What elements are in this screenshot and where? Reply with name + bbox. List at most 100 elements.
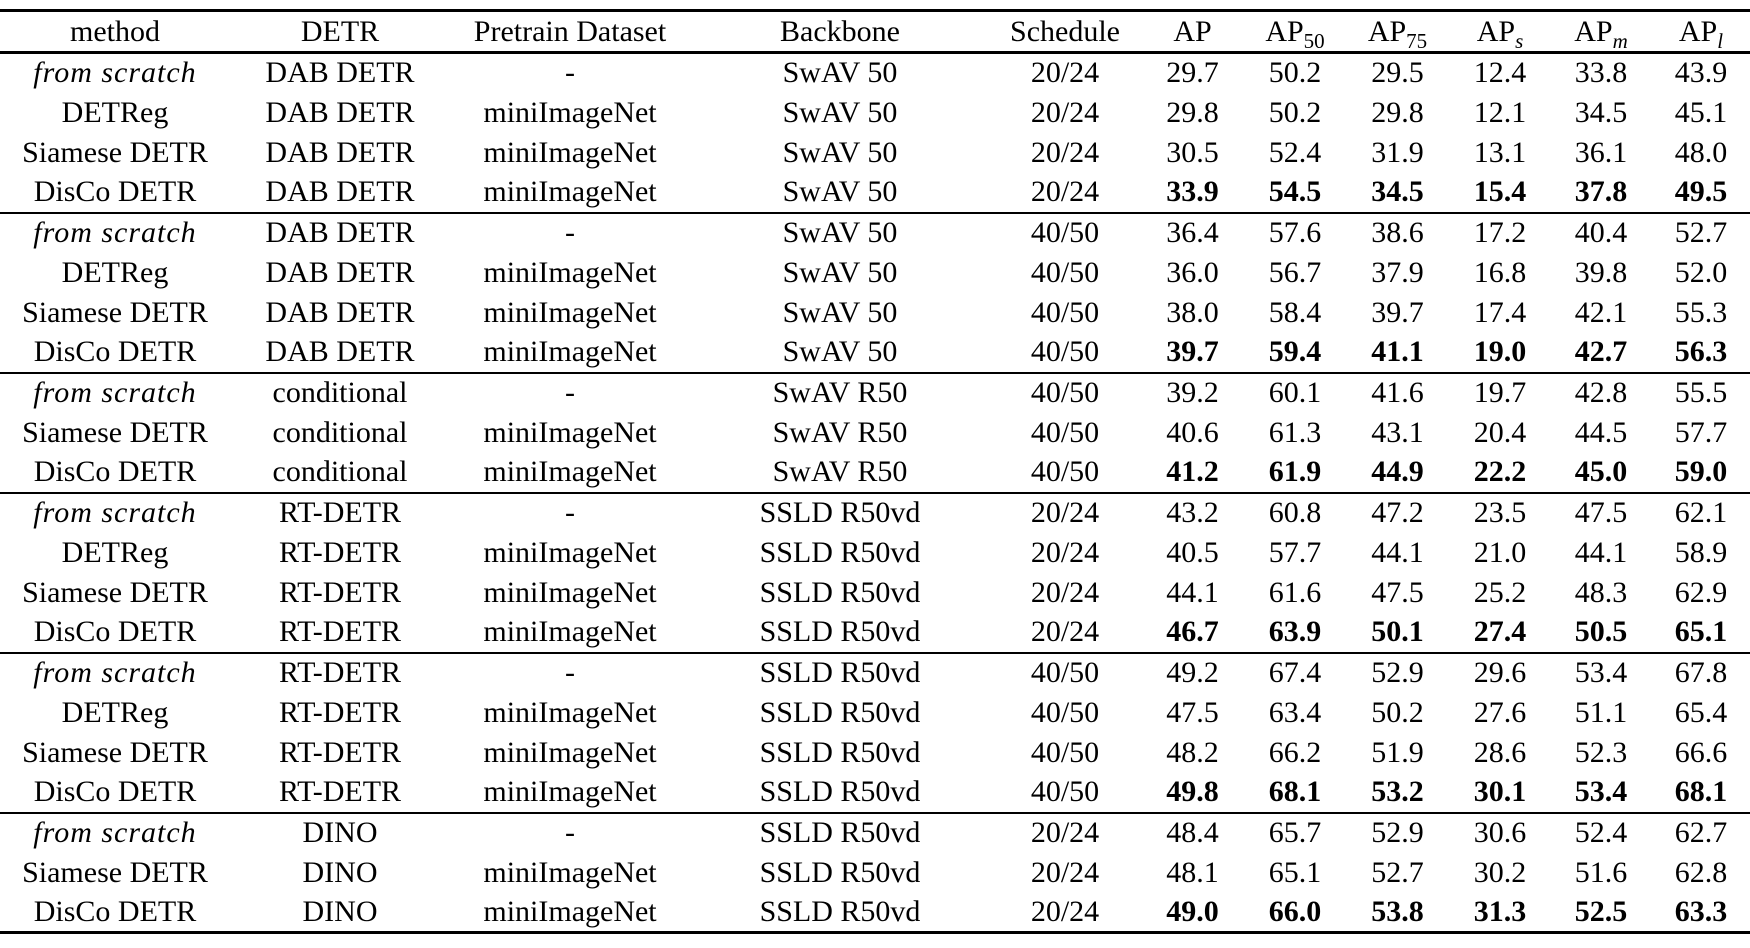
detr-cell: DINO xyxy=(230,811,450,853)
ap-value-cell: 50.1 xyxy=(1371,615,1424,648)
schedule-cell: 20/24 xyxy=(1030,56,1100,90)
pretrain-dataset-cell: miniImageNet xyxy=(483,335,657,368)
ap-value-cell: 52.3 xyxy=(1574,735,1628,769)
schedule-cell: 20/24 xyxy=(1030,175,1100,208)
table-row: from scratch conditional - SwAV R50 40/50 39.… xyxy=(0,371,1750,413)
schedule-cell: 40/50 xyxy=(1030,735,1100,769)
ap-value-cell: 19.0 xyxy=(1473,335,1527,368)
ap-value-cell: 44.1 xyxy=(1166,575,1219,609)
ap-value-cell: 54.5 xyxy=(1268,175,1322,208)
ap-value-cell: 19.7 xyxy=(1450,371,1550,413)
ap-value-cell: 52.7 xyxy=(1371,855,1424,889)
ap-value-cell: 60.8 xyxy=(1245,491,1345,533)
method-cell: from scratch xyxy=(0,491,230,533)
table-row: Siamese DETR RT-DETR miniImageNet SSLD R50v… xyxy=(0,573,1750,613)
pretrain-dataset-cell: miniImageNet xyxy=(483,894,657,928)
column-header: AP75 xyxy=(1367,14,1428,53)
ap-value-cell: 65.4 xyxy=(1674,695,1728,729)
ap-value-cell: 30.2 xyxy=(1473,855,1527,889)
ap-value-cell: 49.5 xyxy=(1674,175,1728,208)
table-row: DisCo DETR RT-DETR miniImageNet SSLD R50vd 2… xyxy=(0,613,1750,653)
ap-value-cell: 60.1 xyxy=(1245,371,1345,413)
pretrain-dataset-cell: miniImageNet xyxy=(483,95,657,129)
backbone-cell: SwAV 50 xyxy=(782,56,898,90)
method-cell: DisCo DETR xyxy=(33,894,197,928)
ap-value-cell: 48.2 xyxy=(1166,735,1219,769)
table-row: from scratch RT-DETR - SSLD R50vd 40/50 49.2 6… xyxy=(0,651,1750,693)
ap-value-cell: 53.4 xyxy=(1574,775,1628,808)
detr-cell: DAB DETR xyxy=(265,56,415,90)
detr-cell: RT-DETR xyxy=(278,575,402,609)
ap-value-cell: 61.3 xyxy=(1268,415,1322,449)
ap-value-cell: 52.4 xyxy=(1550,811,1652,853)
ap-value-cell: 43.2 xyxy=(1140,491,1245,533)
schedule-cell: 20/24 xyxy=(1030,894,1100,928)
pretrain-dataset-cell: miniImageNet xyxy=(483,415,657,449)
schedule-cell: 40/50 xyxy=(990,651,1140,693)
table-row: DETReg DAB DETR miniImageNet SwAV 50 20/24 29… xyxy=(0,93,1750,133)
method-cell: Siamese DETR xyxy=(22,575,208,609)
column-header: Pretrain Dataset xyxy=(473,14,667,48)
schedule-cell: 40/50 xyxy=(1030,295,1100,329)
ap-value-cell: 39.7 xyxy=(1371,295,1424,329)
method-cell: from scratch xyxy=(33,56,197,90)
ap-value-cell: 40.6 xyxy=(1166,415,1219,449)
ap-value-cell: 40.5 xyxy=(1166,535,1219,569)
ap-value-cell: 50.5 xyxy=(1574,615,1628,648)
ap-value-cell: 42.7 xyxy=(1574,335,1628,368)
backbone-cell: SSLD R50vd xyxy=(690,811,990,853)
table-row: from scratch DINO - SSLD R50vd 20/24 48.4 65.7… xyxy=(0,811,1750,853)
ap-value-cell: 27.4 xyxy=(1473,615,1527,648)
ap-value-cell: 30.6 xyxy=(1450,811,1550,853)
method-cell: Siamese DETR xyxy=(22,855,208,889)
method-cell: DisCo DETR xyxy=(33,335,197,368)
detr-cell: DAB DETR xyxy=(265,175,415,208)
backbone-cell: SwAV 50 xyxy=(690,211,990,253)
ap-value-cell: 48.1 xyxy=(1166,855,1219,889)
detr-cell: RT-DETR xyxy=(230,651,450,693)
ap-value-cell: 39.7 xyxy=(1166,335,1219,368)
ap-value-cell: 38.0 xyxy=(1166,295,1219,329)
backbone-cell: SwAV R50 xyxy=(772,455,908,488)
ap-value-cell: 39.8 xyxy=(1574,255,1628,289)
ap-value-cell: 50.2 xyxy=(1268,95,1322,129)
detr-cell: DAB DETR xyxy=(230,211,450,253)
ap-value-cell: 46.7 xyxy=(1166,615,1219,648)
column-header-subscript: 75 xyxy=(1406,28,1428,53)
ap-value-cell: 12.1 xyxy=(1473,95,1527,129)
ap-value-cell: 41.2 xyxy=(1166,455,1219,488)
ap-value-cell: 48.3 xyxy=(1574,575,1628,609)
ap-value-cell: 27.6 xyxy=(1473,695,1527,729)
ap-value-cell: 51.1 xyxy=(1574,695,1628,729)
ap-value-cell: 53.2 xyxy=(1371,775,1424,808)
detr-cell: RT-DETR xyxy=(278,615,402,648)
ap-value-cell: 41.6 xyxy=(1345,371,1450,413)
ap-value-cell: 63.9 xyxy=(1268,615,1322,648)
ap-value-cell: 30.5 xyxy=(1166,135,1219,169)
table-row: Siamese DETR DAB DETR miniImageNet SwAV 50 4… xyxy=(0,293,1750,333)
ap-value-cell: 38.6 xyxy=(1345,211,1450,253)
ap-value-cell: 52.9 xyxy=(1345,651,1450,693)
ap-value-cell: 66.2 xyxy=(1268,735,1322,769)
ap-value-cell: 44.1 xyxy=(1574,535,1628,569)
ap-value-cell: 58.4 xyxy=(1268,295,1322,329)
column-header: APm xyxy=(1574,14,1628,53)
ap-value-cell: 30.1 xyxy=(1473,775,1527,808)
table-row: from scratch RT-DETR - SSLD R50vd 20/24 43.2 6… xyxy=(0,491,1750,533)
ap-value-cell: 67.4 xyxy=(1245,651,1345,693)
ap-value-cell: 23.5 xyxy=(1450,491,1550,533)
ap-value-cell: 49.2 xyxy=(1140,651,1245,693)
method-cell: DisCo DETR xyxy=(33,615,197,648)
ap-value-cell: 67.8 xyxy=(1652,651,1750,693)
column-header: APs xyxy=(1476,14,1524,53)
pretrain-dataset-cell: miniImageNet xyxy=(483,575,657,609)
backbone-cell: SwAV 50 xyxy=(782,95,898,129)
ap-value-cell: 33.9 xyxy=(1166,175,1219,208)
ap-value-cell: 44.9 xyxy=(1371,455,1424,488)
ap-value-cell: 29.8 xyxy=(1371,95,1424,129)
ap-value-cell: 62.1 xyxy=(1652,491,1750,533)
ap-value-cell: 68.1 xyxy=(1268,775,1322,808)
schedule-cell: 20/24 xyxy=(1030,615,1100,648)
schedule-cell: 20/24 xyxy=(990,811,1140,853)
method-cell: Siamese DETR xyxy=(22,415,208,449)
